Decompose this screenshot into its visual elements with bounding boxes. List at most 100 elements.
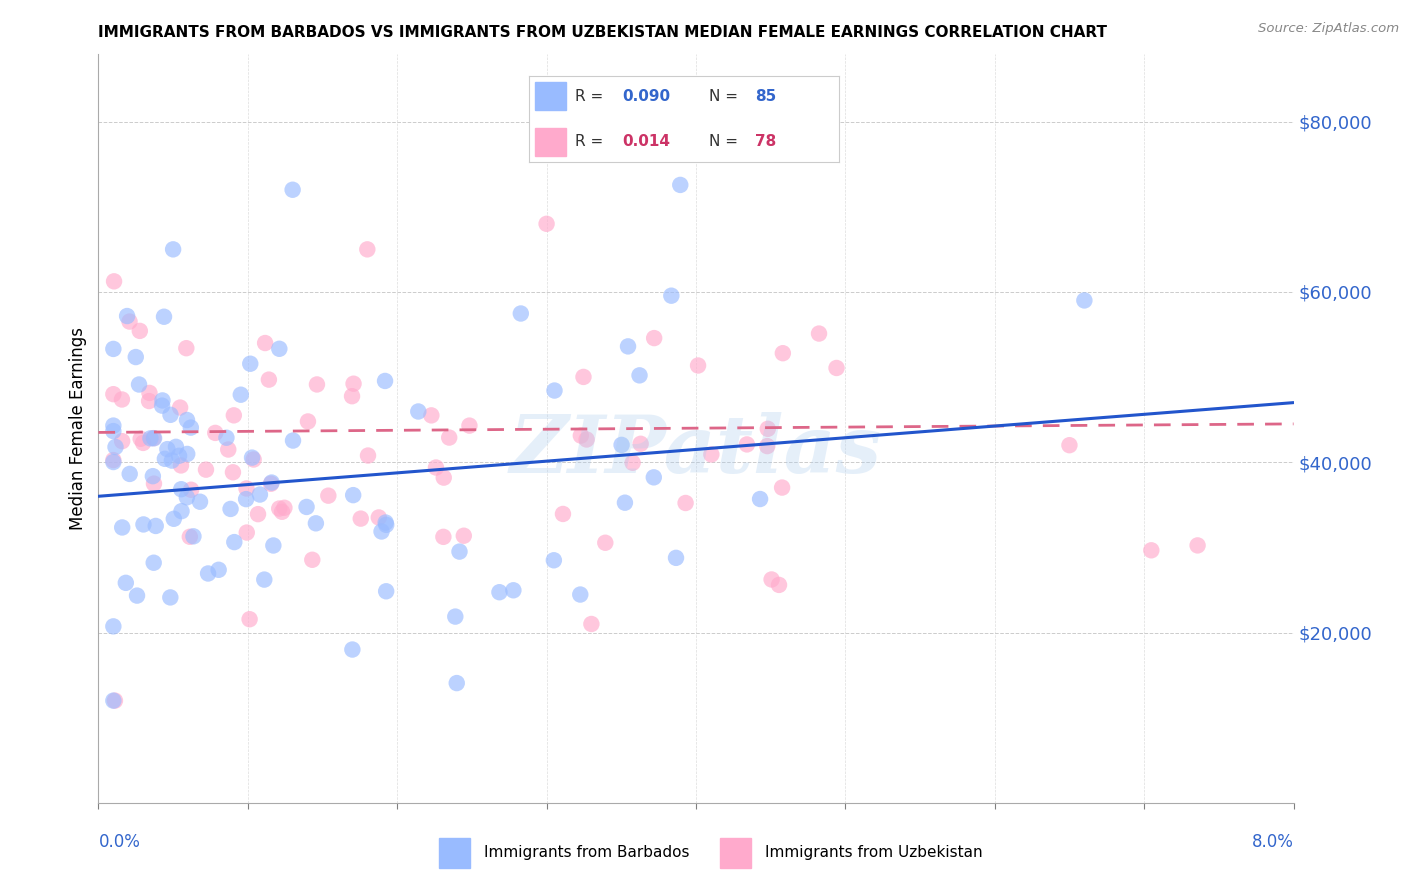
Point [301,553,323,567]
Point [700,447,723,461]
Point [425,460,447,475]
Point [659,288,682,302]
Text: Immigrants from Uzbekistan: Immigrants from Uzbekistan [765,845,983,860]
Point [169,401,191,415]
Point [273,500,295,515]
Point [153,451,176,466]
FancyBboxPatch shape [720,838,751,869]
Text: ZIPatlas: ZIPatlas [510,412,882,490]
Point [103,693,125,707]
Point [142,469,165,483]
Point [271,505,294,519]
Point [437,431,460,445]
Point [340,389,363,403]
Point [488,585,510,599]
Point [262,539,284,553]
Point [305,377,328,392]
Point [444,609,467,624]
Text: 8.0%: 8.0% [1251,833,1294,851]
Point [749,491,772,506]
Point [104,440,127,454]
Point [103,274,125,288]
Point [242,452,264,467]
Point [194,463,217,477]
Point [655,114,678,128]
Point [458,418,481,433]
Point [104,693,127,707]
Point [260,475,283,490]
Point [188,494,211,508]
Point [281,434,304,448]
Point [669,178,692,192]
Text: 0.0%: 0.0% [98,833,141,851]
Point [129,432,152,446]
Point [145,519,167,533]
Point [111,434,134,449]
Point [509,306,531,320]
Point [235,492,257,507]
Point [163,512,186,526]
Point [756,422,779,436]
Point [103,455,125,469]
Point [153,310,176,324]
Point [197,566,219,581]
Point [236,525,259,540]
Point [132,517,155,532]
Point [621,456,644,470]
Point [170,482,193,496]
Y-axis label: Median Female Earnings: Median Female Earnings [69,326,87,530]
Point [114,575,136,590]
Point [825,361,848,376]
Point [103,453,125,467]
Point [735,437,758,451]
Point [617,339,640,353]
Point [138,385,160,400]
Point [1187,538,1209,552]
Point [808,326,831,341]
Point [342,642,364,657]
Point [176,413,198,427]
Point [449,544,471,558]
Point [150,399,173,413]
Point [125,589,148,603]
Point [170,458,193,473]
Point [208,563,231,577]
Point [375,517,398,532]
Point [219,502,242,516]
Point [628,368,651,383]
Point [408,404,430,418]
Point [575,433,598,447]
Point [176,447,198,461]
Point [1140,543,1163,558]
Point [543,384,565,398]
Point [152,393,174,408]
Point [375,584,398,599]
Point [569,588,592,602]
Point [165,440,187,454]
Point [111,520,134,534]
Point [204,425,226,440]
Point [143,431,166,445]
Point [357,449,380,463]
Point [115,309,138,323]
Point [257,373,280,387]
Point [446,676,468,690]
Point [229,387,252,401]
Point [370,524,392,539]
Point [432,530,454,544]
Point [180,420,202,434]
Point [1059,438,1081,452]
Point [224,535,246,549]
Point [253,573,276,587]
Point [142,431,165,445]
Point [239,612,262,626]
Point [543,553,565,567]
Point [269,342,291,356]
Point [295,500,318,514]
Point [222,409,245,423]
Point [367,510,389,524]
Point [342,488,364,502]
Point [305,516,328,531]
Point [139,431,162,445]
Point [217,442,239,457]
